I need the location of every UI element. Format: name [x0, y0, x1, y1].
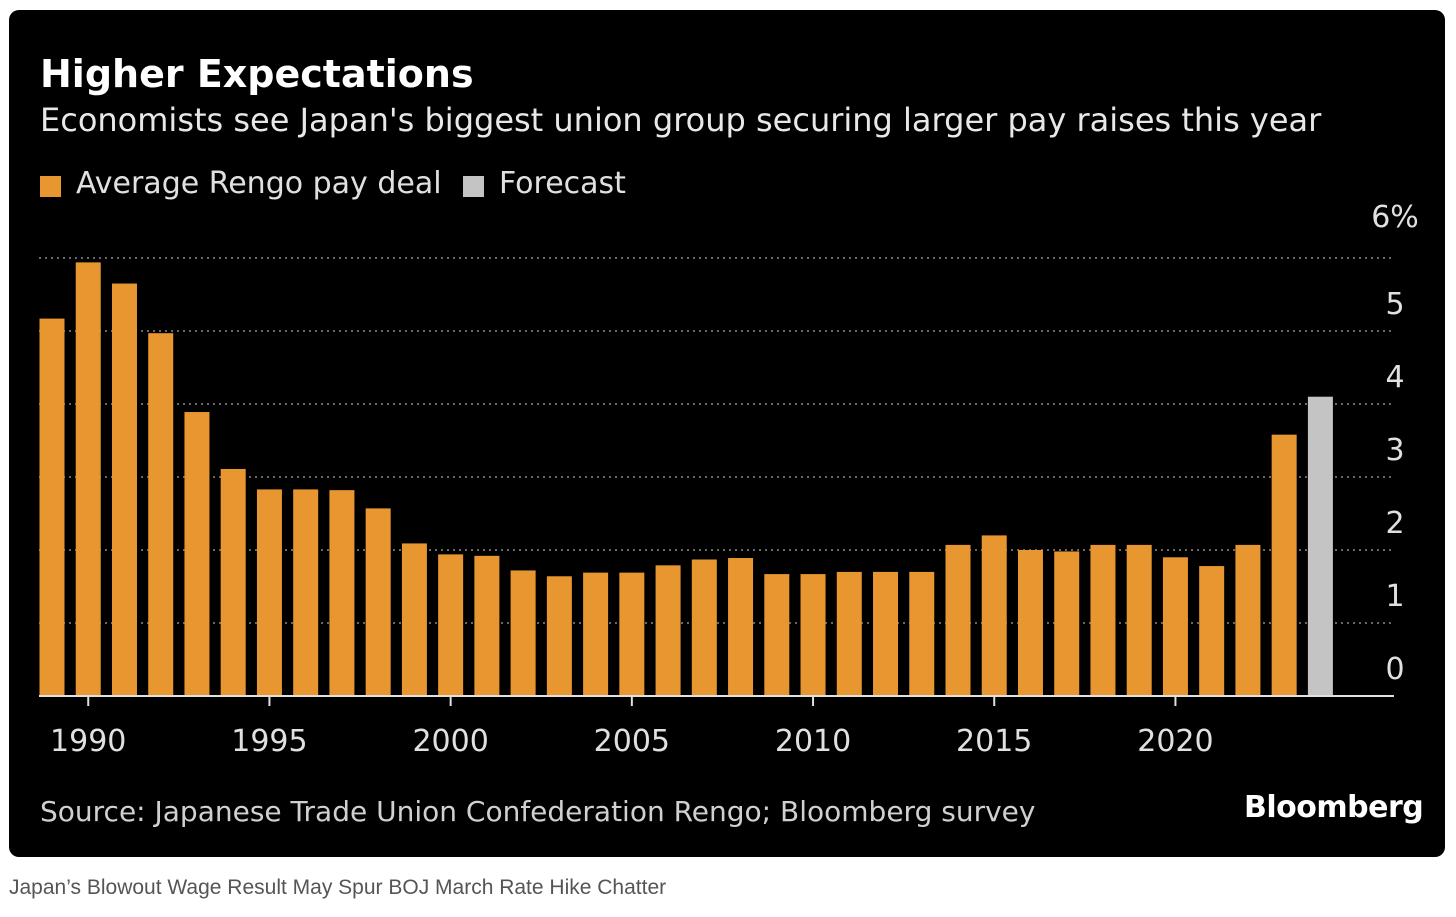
- bar-pay-deal-1991: [111, 283, 137, 696]
- bar-pay-deal-1999: [401, 543, 427, 696]
- chart-card: [9, 10, 1445, 857]
- x-tick-label: 1995: [231, 724, 307, 759]
- bar-pay-deal-2010: [800, 574, 826, 696]
- x-tick-label: 2005: [594, 724, 670, 759]
- x-tick-label: 2020: [1137, 724, 1213, 759]
- bar-pay-deal-2013: [909, 571, 935, 696]
- bar-pay-deal-2023: [1271, 434, 1297, 696]
- bar-pay-deal-2015: [981, 535, 1007, 696]
- bar-pay-deal-2008: [728, 558, 754, 696]
- bar-pay-deal-2012: [873, 571, 899, 696]
- article-caption: Japan’s Blowout Wage Result May Spur BOJ…: [9, 876, 667, 899]
- y-tick-label: 6%: [1371, 200, 1419, 235]
- y-tick-label: 2: [1385, 506, 1404, 541]
- legend-label-forecast: Forecast: [499, 166, 626, 201]
- bar-pay-deal-2001: [474, 555, 500, 696]
- bar-pay-deal-1993: [184, 412, 210, 696]
- bar-pay-deal-2000: [438, 554, 464, 696]
- bar-pay-deal-1997: [329, 490, 355, 696]
- bar-pay-deal-1994: [220, 468, 246, 696]
- brand-logo: Bloomberg: [1244, 790, 1424, 825]
- y-tick-label: 1: [1385, 579, 1404, 614]
- y-tick-label: 0: [1385, 652, 1404, 687]
- bar-pay-deal-1992: [148, 333, 174, 696]
- bar-pay-deal-2020: [1162, 557, 1188, 696]
- bar-pay-deal-2022: [1235, 544, 1261, 696]
- source-note: Source: Japanese Trade Union Confederati…: [40, 795, 1036, 828]
- bar-pay-deal-2006: [655, 565, 681, 696]
- bar-pay-deal-1995: [256, 489, 282, 696]
- bar-pay-deal-2009: [764, 574, 790, 696]
- chart-title: Higher Expectations: [40, 52, 474, 96]
- bar-pay-deal-1990: [75, 262, 101, 696]
- bar-pay-deal-2007: [691, 559, 717, 696]
- legend-swatch-pay-deal: [40, 176, 61, 197]
- bar-pay-deal-1989: [39, 318, 65, 696]
- bar-pay-deal-2005: [619, 572, 645, 696]
- x-tick-label: 2000: [412, 724, 488, 759]
- bar-pay-deal-2003: [546, 576, 572, 696]
- legend-swatch-forecast: [463, 176, 484, 197]
- y-tick-label: 5: [1385, 287, 1404, 322]
- x-tick-label: 2015: [956, 724, 1032, 759]
- y-tick-label: 4: [1385, 360, 1404, 395]
- bar-pay-deal-2004: [583, 572, 609, 696]
- bar-forecast-2024: [1307, 396, 1333, 696]
- bar-pay-deal-2021: [1199, 566, 1225, 696]
- bar-pay-deal-2018: [1090, 544, 1116, 696]
- bar-pay-deal-1996: [293, 489, 319, 696]
- bar-pay-deal-2019: [1126, 544, 1152, 696]
- x-tick-label: 1990: [50, 724, 126, 759]
- bar-pay-deal-2011: [836, 571, 862, 696]
- bar-pay-deal-2002: [510, 570, 536, 696]
- bar-pay-deal-2016: [1017, 550, 1043, 696]
- x-tick-label: 2010: [775, 724, 851, 759]
- bar-pay-deal-2014: [945, 544, 971, 696]
- bar-pay-deal-1998: [365, 508, 391, 696]
- chart-subtitle: Economists see Japan's biggest union gro…: [40, 101, 1322, 139]
- y-tick-label: 3: [1385, 433, 1404, 468]
- legend-label-pay-deal: Average Rengo pay deal: [76, 166, 442, 201]
- bar-pay-deal-2017: [1054, 551, 1080, 696]
